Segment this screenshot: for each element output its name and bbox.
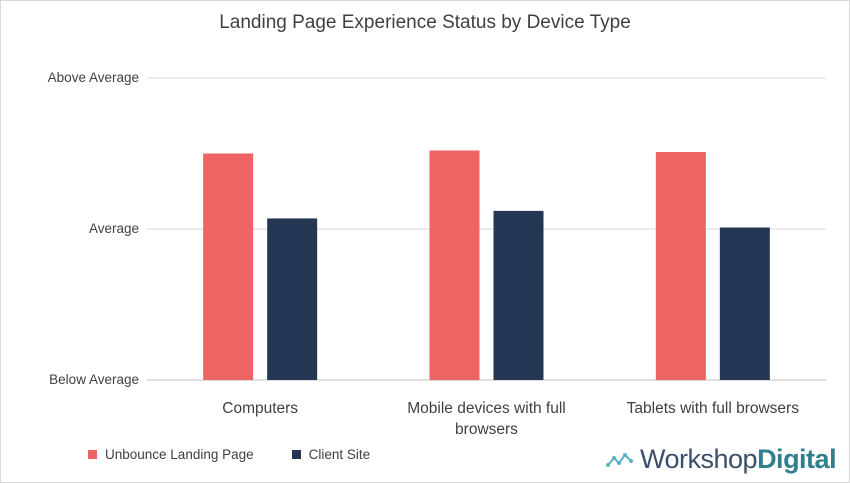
legend-item-series-1: Unbounce Landing Page — [88, 447, 254, 462]
bar-2-1 — [267, 218, 318, 380]
legend-swatch-series-2 — [291, 450, 301, 459]
y-tick-label: Average — [89, 221, 139, 236]
legend-item-series-2: Client Site — [291, 447, 371, 462]
bar-1-2 — [429, 150, 480, 380]
x-tick-label: Mobile devices with full — [407, 400, 566, 417]
wave-line-icon — [606, 452, 633, 467]
y-tick-label: Above Average — [48, 70, 139, 85]
x-tick-label: browsers — [455, 421, 518, 438]
legend-swatch-series-1 — [88, 450, 97, 459]
bar-1-1 — [203, 153, 254, 380]
bar-2-2 — [493, 210, 544, 380]
logo-text-light: Workshop — [640, 444, 758, 474]
x-tick-label: Tablets with full browsers — [627, 400, 800, 417]
bar-1-3 — [655, 151, 706, 380]
x-tick-label: Computers — [222, 400, 298, 417]
workshop-digital-logo: Workshop Digital — [606, 444, 837, 475]
y-tick-label: Below Average — [49, 372, 139, 387]
legend-label-series-1: Unbounce Landing Page — [105, 447, 254, 462]
bar-2-3 — [719, 227, 770, 380]
logo-text-bold: Digital — [757, 444, 837, 474]
legend-label-series-2: Client Site — [308, 447, 371, 462]
legend: Unbounce Landing Page Client Site — [88, 447, 408, 462]
chart-title: Landing Page Experience Status by Device… — [219, 12, 631, 33]
